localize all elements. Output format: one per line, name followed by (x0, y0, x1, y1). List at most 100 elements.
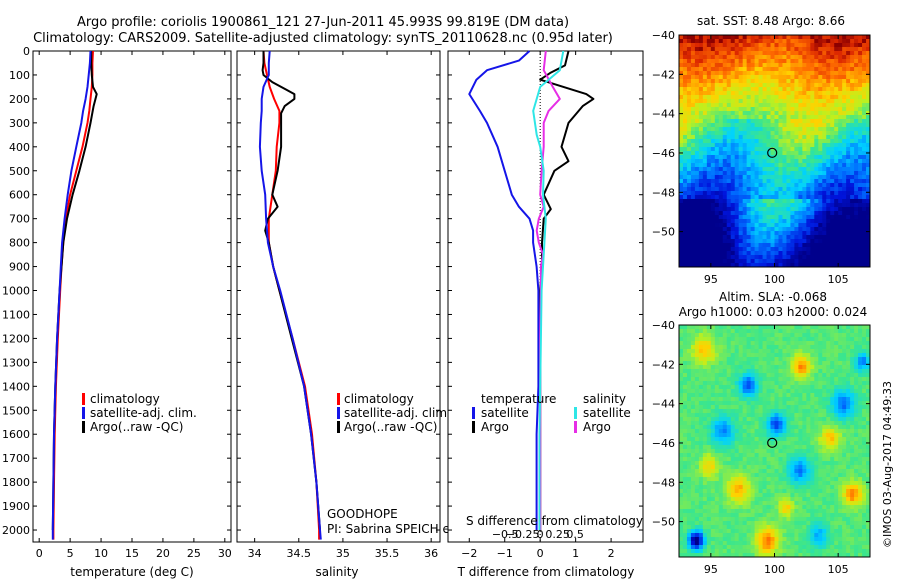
map-cell (730, 127, 736, 132)
map-cell (746, 413, 752, 418)
map-cell (690, 183, 696, 188)
map-cell (786, 67, 791, 72)
map-cell (858, 143, 863, 148)
map-cell (774, 409, 779, 414)
map-cell (778, 111, 783, 116)
map-cell (746, 207, 752, 212)
map-cell (710, 469, 716, 474)
map-cell (802, 465, 807, 470)
map-cell (686, 341, 692, 346)
map-cell (842, 437, 847, 442)
map-cell (834, 337, 839, 342)
map-cell (730, 107, 736, 112)
map-cell (702, 191, 708, 196)
map-cell (766, 259, 772, 264)
map-cell (818, 477, 823, 482)
map-cell (814, 231, 819, 236)
map-cell (690, 425, 696, 430)
map-cell (730, 465, 736, 470)
map-cell (686, 203, 692, 208)
map-cell (810, 481, 815, 486)
difference-x-axis: −2 −1 0 1 2 (461, 51, 615, 560)
map-cell (782, 357, 787, 362)
map-cell (770, 349, 775, 354)
map-cell (694, 333, 700, 338)
map-cell (698, 103, 704, 108)
map-cell (782, 187, 787, 192)
map-cell (854, 421, 859, 426)
map-cell (714, 263, 720, 268)
map-cell (862, 469, 867, 474)
map-cell (750, 151, 756, 156)
map-cell (758, 95, 764, 100)
map-cell (786, 139, 791, 144)
map-cell (778, 67, 783, 72)
map-cell (834, 369, 839, 374)
map-cell (710, 39, 716, 44)
map-cell (758, 211, 764, 216)
map-cell (726, 59, 732, 64)
map-cell (722, 325, 728, 330)
map-cell (762, 417, 768, 422)
map-cell (790, 243, 795, 248)
map-cell (794, 179, 799, 184)
map-cell (679, 413, 684, 418)
map-cell (766, 413, 772, 418)
map-cell (750, 59, 756, 64)
map-cell (746, 243, 752, 248)
map-cell (702, 39, 708, 44)
map-cell (810, 95, 815, 100)
map-cell (726, 333, 732, 338)
map-cell (750, 341, 756, 346)
map-cell (798, 227, 803, 232)
map-cell (742, 211, 748, 216)
map-cell (686, 389, 692, 394)
map-cell (790, 473, 795, 478)
map-cell (734, 461, 740, 466)
map-cell (682, 83, 688, 88)
map-cell (710, 417, 716, 422)
map-cell (754, 183, 760, 188)
map-cell (782, 251, 787, 256)
map-cell (738, 91, 744, 96)
map-cell (750, 333, 756, 338)
map-cell (866, 341, 871, 346)
map-cell (730, 227, 736, 232)
map-cell (770, 481, 775, 486)
map-cell (679, 337, 684, 342)
map-cell (758, 385, 764, 390)
map-cell (746, 477, 752, 482)
map-cell (862, 39, 867, 44)
map-cell (790, 231, 795, 236)
map-cell (686, 51, 692, 56)
map-cell (738, 179, 744, 184)
x-tick-label: 0 (36, 547, 43, 560)
map-cell (782, 373, 787, 378)
map-cell (862, 373, 867, 378)
map-cell (726, 259, 732, 264)
map-cell (698, 369, 704, 374)
map-cell (758, 99, 764, 104)
legend-header-temperature: temperature (481, 392, 556, 406)
map-cell (710, 83, 716, 88)
map-cell (842, 333, 847, 338)
map-cell (762, 385, 768, 390)
map-cell (830, 393, 835, 398)
map-cell (810, 345, 815, 350)
map-cell (790, 75, 795, 80)
map-cell (726, 353, 732, 358)
map-cell (730, 223, 736, 228)
map-cell (822, 79, 827, 84)
map-cell (722, 341, 728, 346)
map-cell (850, 39, 855, 44)
map-cell (802, 155, 807, 160)
map-cell (858, 99, 863, 104)
map-cell (838, 179, 843, 184)
map-cell (806, 127, 811, 132)
map-cell (774, 87, 779, 92)
map-cell (826, 457, 831, 462)
map-cell (679, 461, 684, 466)
map-cell (679, 429, 684, 434)
map-cell (738, 59, 744, 64)
map-cell (742, 239, 748, 244)
